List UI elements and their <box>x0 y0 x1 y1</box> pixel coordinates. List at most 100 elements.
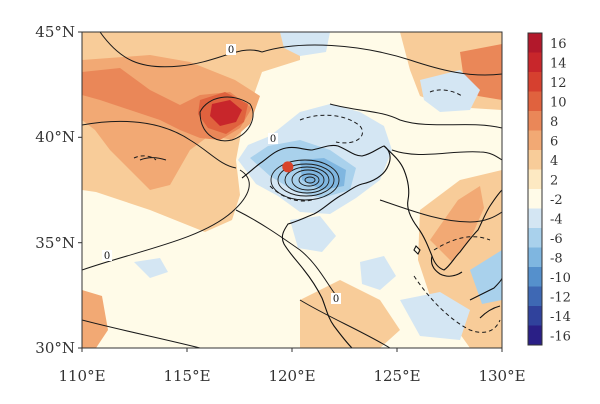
colorbar-label: 16 <box>550 37 567 52</box>
colorbar-label: -2 <box>550 193 563 208</box>
contour-label: 0 <box>333 294 339 305</box>
contour-line-dashed <box>133 155 157 161</box>
contour-line <box>235 209 341 301</box>
colorbar-swatch <box>528 325 542 345</box>
contour-line <box>82 169 250 271</box>
location-marker <box>282 161 294 173</box>
colorbar-swatch <box>528 247 542 267</box>
colorbar-label: 4 <box>550 154 558 169</box>
contour-label-box <box>268 133 278 144</box>
contour-ring <box>277 163 335 197</box>
warm-region-southwest <box>82 290 108 348</box>
contour-line-dashed <box>413 275 501 333</box>
coastline <box>241 144 502 348</box>
colorbar-swatch <box>528 111 542 131</box>
cool-region-yellowsea <box>290 216 336 252</box>
cool-region-south-b <box>134 258 168 278</box>
contour-label-box <box>331 293 341 304</box>
lon-label: 110°E <box>58 367 105 385</box>
map-axes: 45°N 40°N 35°N 30°N 110°E 115°E 120°E 12… <box>35 23 525 385</box>
lon-label: 125°E <box>373 367 420 385</box>
colorbar-frame <box>527 32 543 346</box>
colorbar-label: 8 <box>550 115 558 130</box>
lat-label: 35°N <box>35 234 75 252</box>
contour-line <box>261 44 502 76</box>
contour-label-box <box>226 44 236 55</box>
cool-region-north <box>280 32 330 56</box>
contour-label: 0 <box>270 134 276 145</box>
lat-label: 30°N <box>35 339 75 357</box>
warm-region-south-mid <box>300 280 400 348</box>
colorbar-label: 14 <box>550 56 567 71</box>
colorbar-label: 12 <box>550 76 567 91</box>
contour-line <box>391 149 502 161</box>
colorbar-swatch <box>528 33 542 53</box>
contour-line <box>82 120 237 169</box>
coastline-korea-south <box>430 255 463 277</box>
colorbar-swatch <box>528 208 542 228</box>
coastline-japan <box>469 277 502 301</box>
colorbar-swatch <box>528 189 542 209</box>
lon-label: 115°E <box>163 367 210 385</box>
contour-line-dashed <box>429 89 463 97</box>
coastline-island <box>413 245 421 255</box>
warm-region-peak <box>210 100 242 126</box>
colorbar-swatch <box>528 267 542 287</box>
coastline-china <box>241 144 391 348</box>
contour-line <box>299 299 391 348</box>
colorbar-label: -14 <box>550 310 571 325</box>
colorbar: 16 14 12 10 8 6 4 2 -2 -4 -6 -8 -10 -12 -14 -16 <box>527 32 571 346</box>
lon-label: 130°E <box>478 367 525 385</box>
colorbar-label: 6 <box>550 134 558 149</box>
map-panel: 0 0 0 0 <box>82 32 502 348</box>
colorbar-swatch <box>528 72 542 92</box>
contour-label: 0 <box>228 45 234 56</box>
contour-line <box>82 319 201 348</box>
colorbar-label: -4 <box>550 212 563 227</box>
contour-ring <box>304 176 316 184</box>
contour-line-dashed <box>269 185 313 202</box>
warm-region-korea-b <box>430 186 484 262</box>
cool-region-bohai-c <box>300 158 346 190</box>
contour-label: 0 <box>104 251 110 262</box>
contour-labels: 0 0 0 0 <box>102 44 341 305</box>
contour-ring <box>270 159 340 201</box>
cool-region-south-c <box>400 292 470 340</box>
cool-region-northeast <box>420 70 480 112</box>
colorbar-label: -6 <box>550 232 563 247</box>
colorbar-label: 10 <box>550 95 567 110</box>
contour-ring <box>284 166 330 194</box>
coastline-liaodong <box>383 145 419 229</box>
colorbar-label: -8 <box>550 251 563 266</box>
coastline-japan-b <box>479 305 501 319</box>
colorbar-swatch <box>528 306 542 326</box>
colorbar-swatch <box>528 130 542 150</box>
colorbar-label: -16 <box>550 329 571 344</box>
contour-line-dashed <box>433 236 491 251</box>
contour-ring <box>291 169 325 191</box>
colorbar-label: -10 <box>550 271 571 286</box>
contour-label-box <box>102 250 112 261</box>
lon-label: 120°E <box>268 367 315 385</box>
colorbar-label: 2 <box>550 173 558 188</box>
contour-line <box>139 157 167 161</box>
colorbar-swatch <box>528 169 542 189</box>
contour-line-dashed <box>299 114 363 144</box>
dashed-contours <box>133 89 501 333</box>
contour-line <box>379 199 502 223</box>
lat-label: 40°N <box>35 128 75 146</box>
concentric-contours <box>270 159 340 201</box>
colorbar-label: -12 <box>550 290 571 305</box>
lat-label: 45°N <box>35 23 75 41</box>
solid-contours <box>82 32 502 348</box>
contour-ring <box>298 173 320 187</box>
colorbar-swatch <box>528 286 542 306</box>
colorbar-swatch <box>528 91 542 111</box>
contour-line <box>329 103 502 129</box>
cool-region-south-a <box>360 256 396 290</box>
contour-line <box>99 32 263 68</box>
contour-line <box>199 96 254 142</box>
colorbar-swatch <box>528 228 542 248</box>
